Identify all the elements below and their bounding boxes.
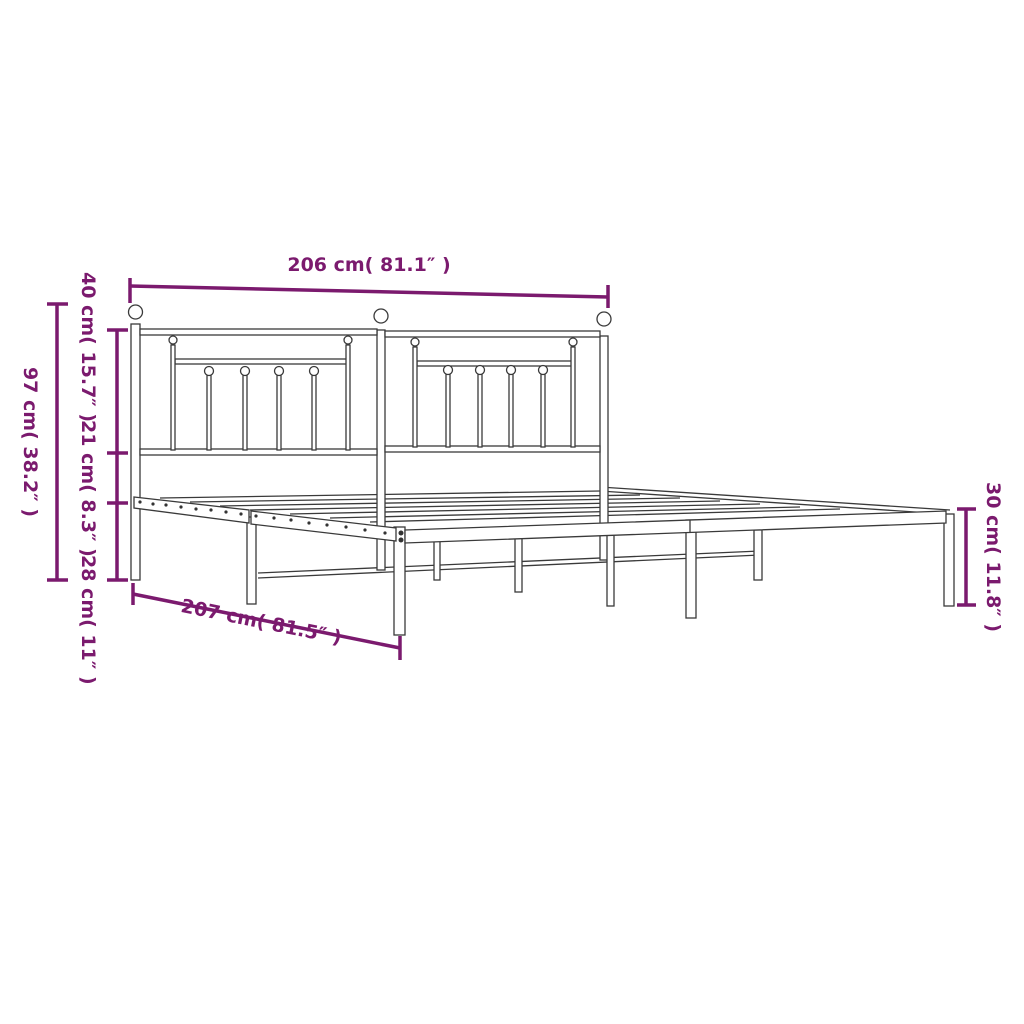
leg: [246, 516, 257, 605]
length-label: 207 cm( 81.5″ ): [179, 595, 343, 649]
headboard-gap-label: 21 cm( 8.3″ ): [77, 420, 99, 557]
rail-holes: [138, 500, 404, 543]
footend-height-label: 30 cm( 11.8″ ): [982, 482, 1004, 632]
slats: [159, 490, 841, 523]
bed-frame-drawing: [127, 304, 955, 636]
leg: [393, 526, 406, 636]
dimension-lines: [47, 278, 976, 660]
frame-height-label: 28 cm( 11″ ): [77, 555, 99, 685]
headboard: [127, 304, 612, 581]
leg: [685, 519, 697, 619]
headboard-height-label: 40 cm( 15.7″ ): [77, 272, 99, 422]
length-line: [132, 592, 401, 650]
width-label: 206 cm( 81.1″ ): [287, 254, 450, 276]
leg: [943, 513, 955, 607]
width-line: [129, 284, 609, 299]
total-height-label: 97 cm( 38.2″ ): [19, 367, 41, 517]
